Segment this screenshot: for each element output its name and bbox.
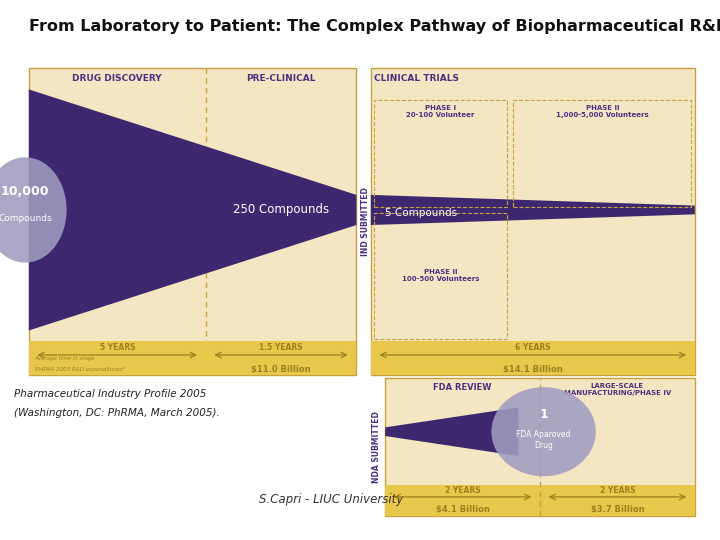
Polygon shape (371, 195, 695, 225)
FancyBboxPatch shape (385, 378, 695, 516)
Ellipse shape (0, 157, 66, 262)
Text: DRUG DISCOVERY: DRUG DISCOVERY (73, 74, 162, 83)
Text: $11.0 Billion: $11.0 Billion (251, 364, 311, 374)
Text: (Washington, DC: PhRMA, March 2005).: (Washington, DC: PhRMA, March 2005). (14, 408, 220, 418)
Text: $3.7 Billion: $3.7 Billion (590, 504, 644, 514)
Text: From Laboratory to Patient: The Complex Pathway of Biopharmaceutical R&D: From Laboratory to Patient: The Complex … (29, 19, 720, 34)
FancyBboxPatch shape (29, 341, 356, 375)
Text: $14.1 Billion: $14.1 Billion (503, 364, 562, 374)
Text: PHASE I
20-100 Volunteer: PHASE I 20-100 Volunteer (407, 105, 474, 118)
Text: LARGE-SCALE
MANUFACTURING/PHASE IV: LARGE-SCALE MANUFACTURING/PHASE IV (564, 383, 671, 396)
FancyBboxPatch shape (29, 68, 356, 375)
Text: PHASE II
1,000-5,000 Volunteers: PHASE II 1,000-5,000 Volunteers (556, 105, 649, 118)
Text: 10,000: 10,000 (1, 185, 50, 198)
Text: Compounds: Compounds (0, 213, 52, 222)
FancyBboxPatch shape (371, 341, 695, 375)
Text: FDA Aparoved: FDA Aparoved (516, 430, 571, 439)
Text: PhRMA 2003 R&D expenditures*: PhRMA 2003 R&D expenditures* (35, 367, 125, 372)
FancyBboxPatch shape (385, 485, 695, 516)
Text: PHASE II
100-500 Volunteers: PHASE II 100-500 Volunteers (402, 269, 480, 282)
Text: 5 Compounds: 5 Compounds (385, 208, 457, 218)
Text: IND SUBMITTED: IND SUBMITTED (361, 187, 369, 256)
Text: NDA SUBMITTED: NDA SUBMITTED (372, 411, 381, 483)
Text: 5 YEARS: 5 YEARS (99, 343, 135, 352)
Text: Drug: Drug (534, 441, 553, 450)
Text: 2 YEARS: 2 YEARS (445, 487, 480, 495)
Polygon shape (29, 90, 356, 330)
Text: $4.1 Billion: $4.1 Billion (436, 504, 490, 514)
Polygon shape (385, 407, 518, 456)
Text: 6 YEARS: 6 YEARS (515, 343, 551, 352)
Text: 2 YEARS: 2 YEARS (600, 487, 635, 495)
FancyBboxPatch shape (371, 68, 695, 375)
Text: 1.5 YEARS: 1.5 YEARS (259, 343, 303, 352)
Ellipse shape (492, 387, 596, 476)
Text: FDA REVIEW: FDA REVIEW (433, 383, 492, 393)
Text: 1: 1 (539, 408, 548, 421)
Text: Average time in stage: Average time in stage (35, 356, 95, 361)
Text: Pharmaceutical Industry Profile 2005: Pharmaceutical Industry Profile 2005 (14, 389, 207, 399)
Text: 250 Compounds: 250 Compounds (233, 204, 329, 217)
Text: S.Capri - LIUC University: S.Capri - LIUC University (259, 493, 403, 506)
Text: PRE-CLINICAL: PRE-CLINICAL (246, 74, 316, 83)
Text: CLINICAL TRIALS: CLINICAL TRIALS (374, 74, 459, 83)
